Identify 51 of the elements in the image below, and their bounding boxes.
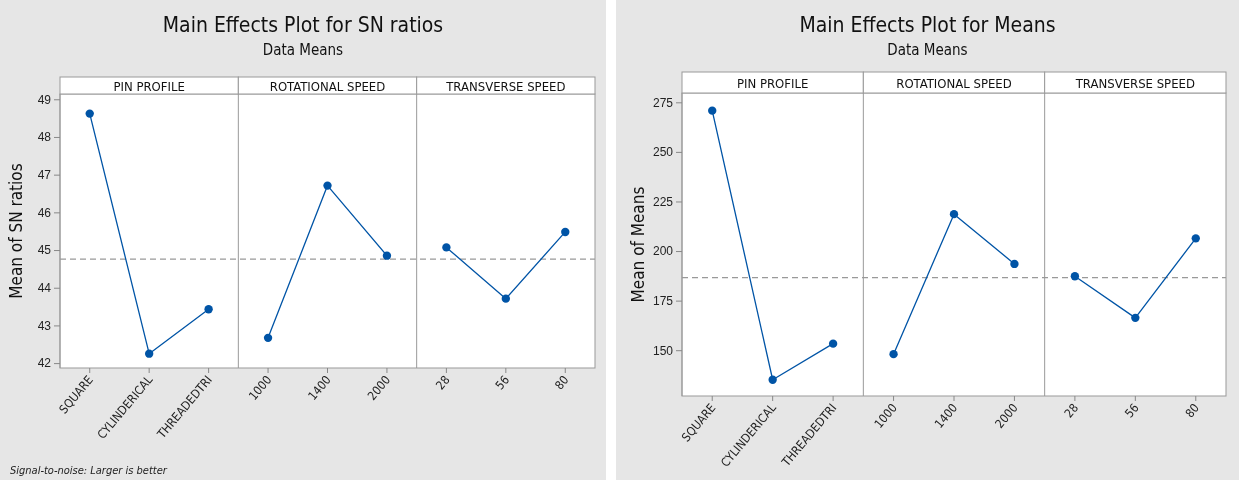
y-tick-label: 46 (37, 205, 52, 220)
x-tick-label: 56 (492, 372, 513, 393)
point (561, 227, 570, 237)
point (263, 333, 273, 343)
chart-subtitle: Data Means (887, 41, 968, 59)
y-tick-label: 175 (652, 293, 674, 308)
text: PIN PROFILE (113, 78, 185, 94)
y-tick-label: 48 (37, 130, 52, 145)
text: TRANSVERSE SPEED (445, 78, 566, 94)
point (889, 349, 898, 359)
point (828, 339, 838, 348)
y-tick-label: 47 (37, 167, 52, 182)
y-tick-label: 42 (37, 356, 52, 371)
point (708, 106, 717, 115)
x-tick-label: 28 (1061, 400, 1082, 421)
y-axis-title: Mean of Means (628, 186, 648, 303)
point (1191, 234, 1200, 243)
y-tick-label: 43 (37, 318, 52, 333)
chart-subtitle: Data Means (262, 41, 344, 59)
x-tick-label: 80 (1182, 400, 1203, 421)
y-tick-label: 49 (37, 92, 52, 107)
point (144, 349, 154, 358)
point (204, 305, 213, 314)
y-tick-label: 250 (652, 145, 674, 160)
point (768, 375, 777, 384)
point (501, 294, 511, 303)
point (382, 251, 392, 260)
point (1070, 272, 1080, 281)
y-tick-label: 44 (37, 281, 52, 296)
y-tick-label: 45 (37, 243, 52, 258)
text: PIN PROFILE (736, 75, 809, 91)
text: ROTATIONAL SPEED (896, 75, 1012, 91)
chart-title: Main Effects Plot for SN ratios (162, 13, 444, 37)
chart-title: Main Effects Plot for Means (799, 13, 1056, 37)
point (1131, 313, 1140, 323)
text: ROTATIONAL SPEED (269, 78, 386, 94)
y-axis-title: Mean of SN ratios (6, 163, 26, 299)
x-tick-label: 28 (433, 372, 453, 393)
y-tick-label: 225 (652, 194, 674, 209)
y-tick-label: 275 (652, 95, 674, 110)
text: Signal-to-noise: Larger is better (10, 464, 168, 477)
text: TRANSVERSE SPEED (1074, 75, 1195, 91)
point (949, 209, 959, 219)
point (323, 181, 332, 190)
x-tick-label: 80 (552, 372, 572, 393)
point (442, 243, 451, 252)
y-tick-label: 200 (652, 244, 674, 259)
point (85, 109, 94, 118)
x-tick-label: 56 (1122, 400, 1142, 421)
y-tick-label: 150 (652, 343, 674, 358)
point (1010, 259, 1019, 269)
